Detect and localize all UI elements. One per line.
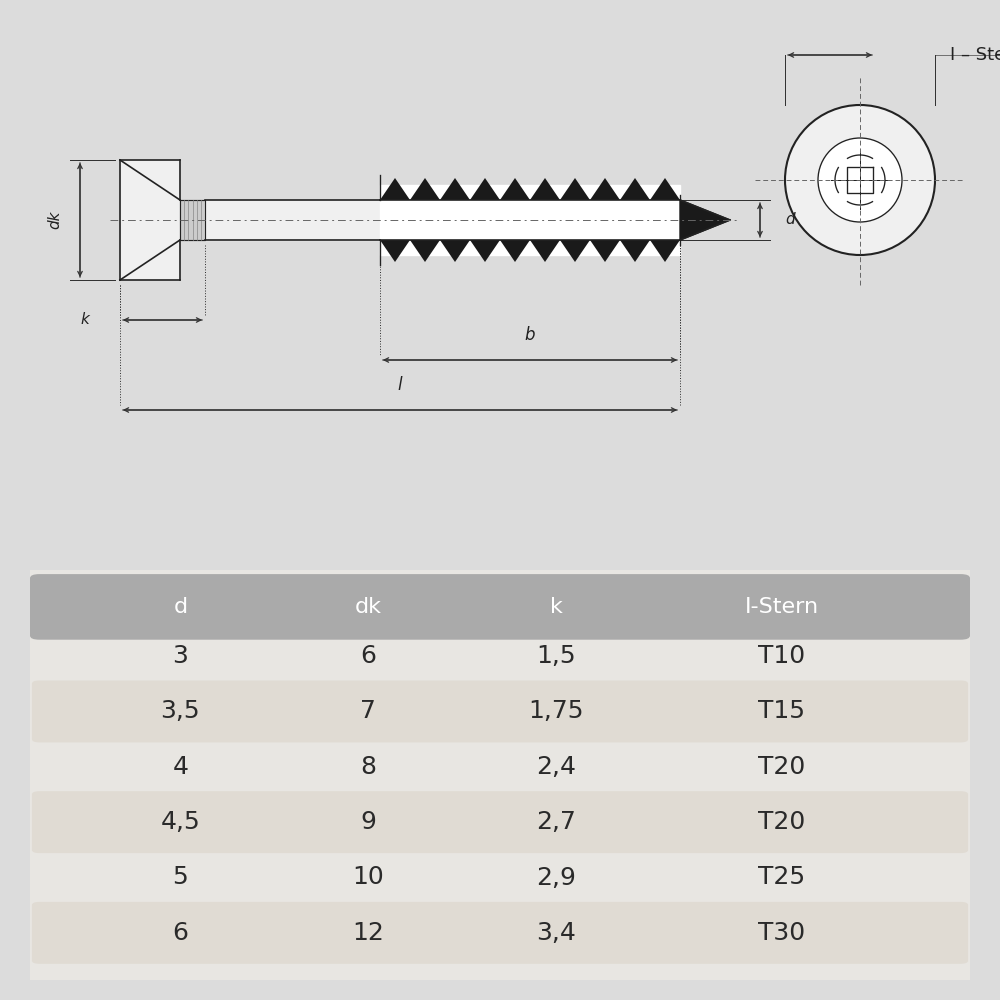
Text: k: k — [81, 312, 89, 328]
Text: 12: 12 — [352, 921, 384, 945]
Polygon shape — [410, 240, 440, 262]
Text: 10: 10 — [353, 865, 384, 890]
Text: T10: T10 — [758, 644, 806, 668]
Polygon shape — [590, 178, 620, 200]
Text: dk: dk — [48, 211, 62, 229]
Text: k: k — [550, 597, 563, 617]
Polygon shape — [500, 178, 530, 200]
Polygon shape — [530, 178, 560, 200]
Circle shape — [818, 138, 902, 222]
Text: b: b — [525, 326, 535, 344]
Text: T30: T30 — [758, 921, 806, 945]
Polygon shape — [560, 240, 590, 262]
Text: d: d — [785, 213, 795, 228]
Text: 3,4: 3,4 — [536, 921, 576, 945]
Polygon shape — [120, 160, 180, 280]
Polygon shape — [590, 240, 620, 262]
Text: T20: T20 — [758, 755, 806, 779]
Text: d: d — [173, 597, 187, 617]
FancyBboxPatch shape — [32, 680, 968, 742]
Text: 4,5: 4,5 — [161, 810, 200, 834]
Polygon shape — [650, 178, 680, 200]
Text: 8: 8 — [360, 755, 376, 779]
Text: 2,9: 2,9 — [536, 865, 576, 890]
Polygon shape — [205, 200, 380, 240]
Polygon shape — [410, 178, 440, 200]
Polygon shape — [620, 178, 650, 200]
Polygon shape — [380, 240, 410, 262]
Text: 2,7: 2,7 — [536, 810, 576, 834]
FancyBboxPatch shape — [32, 902, 968, 964]
Text: T20: T20 — [758, 810, 806, 834]
Text: T25: T25 — [758, 865, 806, 890]
Text: 6: 6 — [360, 644, 376, 668]
Polygon shape — [530, 240, 560, 262]
Polygon shape — [440, 240, 470, 262]
Polygon shape — [620, 240, 650, 262]
Polygon shape — [680, 200, 730, 240]
Text: l: l — [398, 376, 402, 394]
Polygon shape — [180, 200, 205, 240]
Polygon shape — [470, 240, 500, 262]
FancyBboxPatch shape — [30, 574, 970, 640]
Polygon shape — [500, 240, 530, 262]
Text: 6: 6 — [172, 921, 188, 945]
Text: 1,75: 1,75 — [529, 699, 584, 723]
FancyBboxPatch shape — [32, 791, 968, 853]
Polygon shape — [470, 178, 500, 200]
Text: T15: T15 — [759, 699, 806, 723]
Circle shape — [785, 105, 935, 255]
Text: 3,5: 3,5 — [161, 699, 200, 723]
Text: I – Stern: I – Stern — [950, 46, 1000, 64]
Text: I-Stern: I-Stern — [745, 597, 819, 617]
Polygon shape — [650, 240, 680, 262]
Polygon shape — [380, 178, 410, 200]
Text: 2,4: 2,4 — [536, 755, 576, 779]
Text: dk: dk — [355, 597, 382, 617]
Text: 7: 7 — [360, 699, 376, 723]
Polygon shape — [440, 178, 470, 200]
Text: 1,5: 1,5 — [537, 644, 576, 668]
Text: 3: 3 — [172, 644, 188, 668]
FancyBboxPatch shape — [16, 564, 984, 986]
Polygon shape — [380, 185, 680, 255]
Text: 9: 9 — [360, 810, 376, 834]
Polygon shape — [560, 178, 590, 200]
Text: 5: 5 — [173, 865, 188, 890]
Text: 4: 4 — [172, 755, 188, 779]
